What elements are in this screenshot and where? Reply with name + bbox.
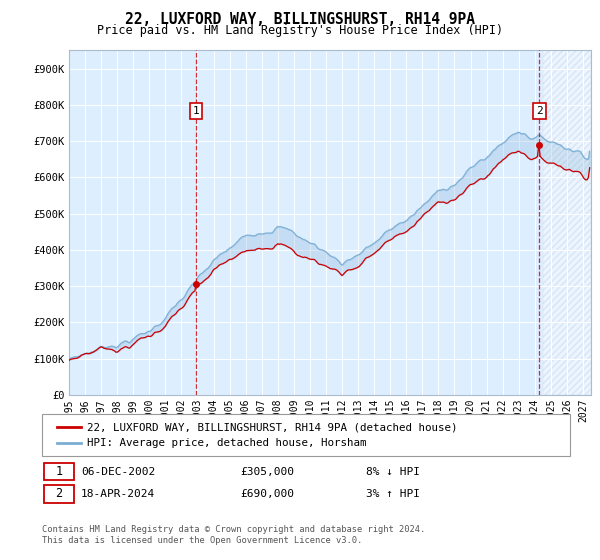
Text: 06-DEC-2002: 06-DEC-2002: [81, 466, 155, 477]
Text: 18-APR-2024: 18-APR-2024: [81, 489, 155, 499]
Text: £305,000: £305,000: [240, 466, 294, 477]
Text: 2: 2: [536, 106, 543, 116]
Text: Price paid vs. HM Land Registry's House Price Index (HPI): Price paid vs. HM Land Registry's House …: [97, 24, 503, 36]
Text: 2: 2: [55, 487, 62, 501]
Text: 22, LUXFORD WAY, BILLINGSHURST, RH14 9PA: 22, LUXFORD WAY, BILLINGSHURST, RH14 9PA: [125, 12, 475, 27]
Text: 8% ↓ HPI: 8% ↓ HPI: [366, 466, 420, 477]
FancyBboxPatch shape: [44, 486, 74, 502]
Legend: 22, LUXFORD WAY, BILLINGSHURST, RH14 9PA (detached house), HPI: Average price, d: 22, LUXFORD WAY, BILLINGSHURST, RH14 9PA…: [53, 418, 462, 452]
Text: 1: 1: [55, 465, 62, 478]
Text: £690,000: £690,000: [240, 489, 294, 499]
Text: Contains HM Land Registry data © Crown copyright and database right 2024.
This d: Contains HM Land Registry data © Crown c…: [42, 525, 425, 545]
Text: 1: 1: [193, 106, 200, 116]
FancyBboxPatch shape: [44, 463, 74, 480]
Text: 3% ↑ HPI: 3% ↑ HPI: [366, 489, 420, 499]
Bar: [543, 50, 591, 395]
